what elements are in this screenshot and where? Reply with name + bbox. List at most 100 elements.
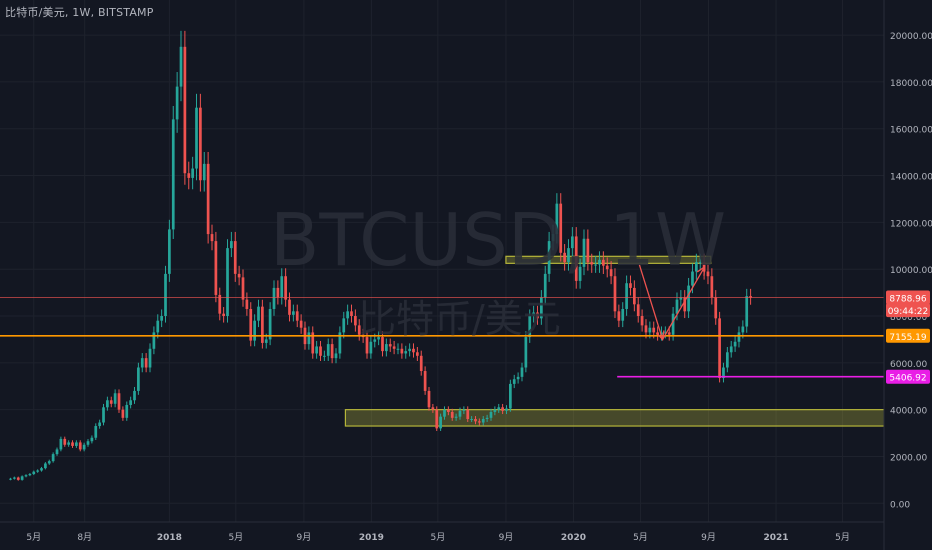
y-tick-label: 20000.00 — [890, 32, 932, 42]
candle — [725, 352, 729, 368]
candle — [660, 332, 663, 335]
x-tick-label: 5月 — [633, 532, 648, 543]
candle — [16, 477, 20, 480]
candle — [288, 299, 291, 315]
candle — [323, 355, 326, 357]
watermark-ticker: BTCUSD, 1W — [270, 198, 727, 282]
price-label: 5406.92 — [889, 374, 926, 384]
candle — [272, 287, 276, 309]
x-tick-label: 8月 — [77, 532, 92, 543]
y-tick-label: 12000.00 — [890, 219, 932, 229]
candle — [295, 311, 299, 321]
candle — [605, 265, 609, 270]
support-zone[interactable] — [344, 409, 919, 427]
candle — [350, 311, 353, 317]
price-label-badge — [886, 303, 930, 318]
candle — [191, 168, 194, 178]
candle — [497, 407, 501, 410]
candle — [222, 313, 225, 317]
candle — [408, 348, 411, 352]
candle — [745, 296, 749, 327]
candle — [257, 306, 260, 321]
candle — [636, 304, 640, 317]
candle — [629, 283, 632, 288]
candle — [388, 344, 392, 347]
candle — [334, 353, 338, 359]
candle — [206, 163, 210, 235]
candle — [590, 262, 594, 265]
candle — [501, 407, 504, 411]
candle — [152, 332, 156, 349]
x-tick-label: 5月 — [835, 532, 850, 543]
price-label: 8788.96 — [889, 295, 926, 305]
candle — [671, 313, 675, 335]
candle — [47, 461, 51, 464]
y-tick-label: 2000.00 — [890, 453, 927, 463]
candle — [462, 409, 466, 411]
candle — [663, 332, 667, 334]
candle — [71, 442, 74, 446]
price-axis[interactable] — [884, 0, 932, 550]
chart-title: 比特币/美元, 1W, BITSTAMP — [5, 6, 154, 19]
candle — [44, 463, 47, 469]
candle — [199, 107, 202, 181]
x-tick-label: 5月 — [430, 532, 445, 543]
candle — [505, 408, 508, 411]
candle — [338, 332, 342, 354]
candle — [667, 332, 671, 335]
candle — [195, 107, 198, 169]
y-tick-label: 0.00 — [890, 500, 910, 510]
y-tick-label: 16000.00 — [890, 126, 932, 136]
candle — [268, 308, 272, 340]
price-label-badge — [886, 328, 930, 343]
candle — [598, 259, 601, 265]
x-tick-label: 9月 — [499, 532, 514, 543]
candle — [512, 379, 516, 384]
x-tick-label: 5月 — [26, 532, 41, 543]
candle — [509, 383, 512, 409]
candle — [478, 421, 481, 423]
candle — [230, 241, 233, 249]
candle — [245, 299, 249, 309]
candle — [617, 311, 621, 321]
candle — [741, 326, 745, 333]
candle — [241, 277, 245, 300]
x-tick-label: 2021 — [764, 533, 789, 543]
candle — [385, 344, 388, 352]
candle — [311, 332, 315, 354]
candle — [450, 411, 454, 418]
candle — [516, 376, 520, 380]
x-tick-label: 9月 — [297, 532, 312, 543]
candle — [125, 404, 129, 418]
candle — [412, 348, 415, 353]
candle — [718, 318, 721, 379]
candle — [276, 287, 280, 298]
candle — [148, 348, 152, 368]
candle — [416, 352, 419, 356]
y-tick-label: 18000.00 — [890, 79, 932, 89]
candle — [396, 348, 400, 350]
candle — [187, 173, 191, 178]
candle — [144, 358, 148, 368]
candle — [454, 416, 458, 418]
candle — [319, 346, 322, 356]
candle — [520, 367, 524, 377]
candle — [648, 327, 652, 333]
candle — [532, 312, 535, 317]
price-label-badge — [886, 369, 930, 384]
candle — [55, 449, 59, 455]
candle — [733, 341, 737, 347]
candle — [737, 332, 741, 342]
candle — [24, 475, 28, 477]
candle — [117, 393, 121, 410]
x-tick-label: 2020 — [561, 533, 586, 543]
resistance-zone[interactable] — [505, 255, 712, 264]
candle — [551, 234, 555, 242]
candle — [9, 478, 12, 480]
candle — [722, 367, 725, 379]
candle — [559, 203, 563, 253]
candle — [233, 241, 237, 274]
candle — [346, 311, 349, 319]
candle — [75, 442, 78, 446]
